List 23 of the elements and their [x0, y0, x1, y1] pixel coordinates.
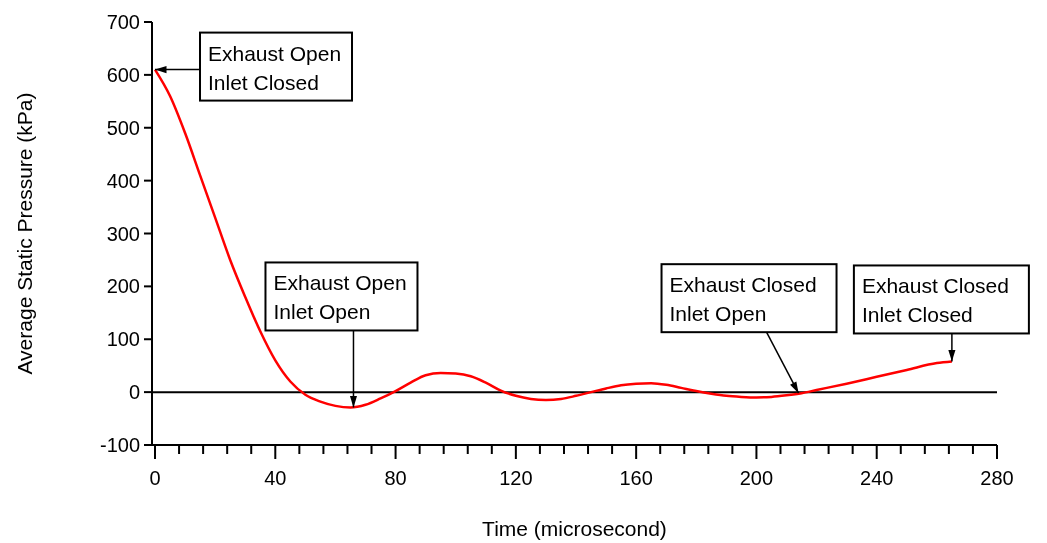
- y-tick-label: -100: [99, 434, 140, 456]
- y-tick-label: 600: [106, 63, 140, 86]
- x-tick-label: 80: [384, 467, 407, 489]
- annotation: Exhaust Open Inlet Closed: [208, 41, 342, 94]
- annotation: Exhaust Closed Inlet Closed: [861, 274, 1009, 327]
- y-tick-label: 500: [106, 116, 140, 139]
- y-axis-title: Average Static Pressure (kPa): [13, 92, 36, 375]
- y-tick-label: 300: [106, 222, 140, 245]
- y-tick-label: 700: [106, 11, 140, 33]
- y-tick-label: 0: [128, 381, 140, 404]
- annotation: Exhaust Closed Inlet Open: [669, 273, 817, 326]
- x-tick-label: 200: [739, 467, 774, 489]
- x-tick-label: 40: [264, 467, 287, 489]
- x-axis-title: Time (microsecond): [482, 517, 667, 540]
- annotation: Exhaust Open Inlet Open: [273, 271, 407, 324]
- x-tick-label: 160: [619, 467, 653, 489]
- x-tick-label: 280: [980, 467, 1014, 489]
- y-tick-label: 100: [106, 328, 140, 351]
- x-tick-label: 120: [499, 467, 533, 489]
- y-tick-label: 400: [106, 169, 140, 192]
- y-tick-label: 200: [106, 275, 140, 298]
- x-tick-label: 0: [149, 467, 161, 489]
- x-tick-label: 240: [860, 467, 894, 489]
